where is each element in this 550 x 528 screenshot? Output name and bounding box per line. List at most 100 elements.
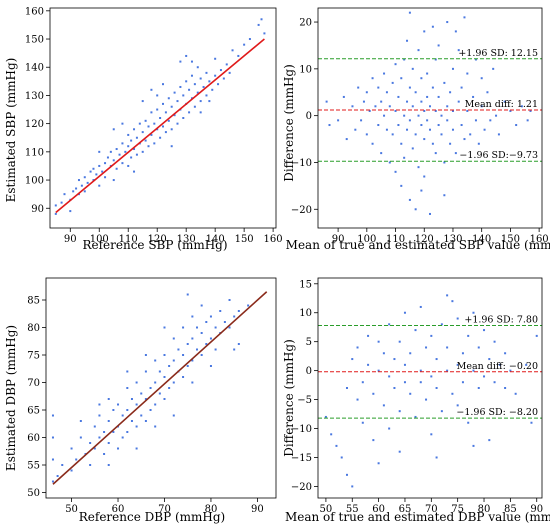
data-point (409, 352, 412, 355)
data-point (430, 433, 433, 436)
data-point (158, 370, 161, 373)
data-point (480, 105, 483, 108)
regression-line (52, 291, 268, 485)
data-point (456, 317, 459, 320)
data-point (92, 167, 95, 170)
data-point (159, 117, 162, 119)
y-tick-label: 75 (27, 351, 40, 362)
data-point (429, 105, 431, 108)
data-point (135, 136, 138, 139)
y-tick-label: 0 (306, 366, 312, 377)
x-tick-label: 140 (472, 234, 491, 245)
x-tick-label: 90 (64, 234, 77, 245)
data-point (385, 91, 388, 94)
data-point (361, 381, 364, 384)
data-point (121, 414, 124, 417)
plot-area (318, 294, 542, 488)
reference-line-label: +1.96 SD: 7.80 (464, 314, 538, 325)
data-point (170, 128, 173, 131)
data-point (430, 375, 433, 378)
x-tick-label: 60 (372, 504, 385, 515)
data-point (72, 190, 75, 193)
data-point (498, 363, 501, 366)
data-point (193, 83, 196, 86)
data-point (403, 363, 406, 366)
data-point (135, 403, 138, 406)
data-point (382, 404, 385, 407)
data-point (164, 131, 167, 134)
data-point (104, 176, 107, 179)
data-point (112, 409, 115, 411)
data-point (98, 414, 101, 417)
x-tick-label: 65 (399, 504, 412, 515)
x-tick-label: 160 (264, 234, 283, 245)
data-point (172, 337, 175, 340)
data-point (419, 305, 422, 308)
data-point (457, 100, 460, 103)
data-point (466, 72, 469, 75)
y-tick-label: 140 (25, 63, 44, 74)
data-point (495, 114, 498, 117)
panel-sbp-bland-altman-xlabel: Mean of true and estimated SBP value (mm… (286, 238, 550, 252)
data-point (98, 150, 101, 153)
data-point (435, 358, 438, 361)
data-point (514, 392, 517, 395)
data-point (107, 464, 110, 466)
data-point (362, 100, 365, 103)
data-point (504, 387, 507, 389)
data-point (526, 119, 529, 122)
data-point (368, 109, 371, 112)
data-point (133, 170, 136, 173)
data-point (219, 310, 222, 312)
data-point (156, 94, 159, 97)
data-point (454, 30, 457, 33)
data-point (446, 294, 449, 297)
y-tick-label: −10 (291, 424, 312, 435)
data-point (51, 480, 54, 483)
data-point (130, 398, 133, 400)
data-point (434, 58, 437, 61)
y-tick-label: 80 (27, 323, 40, 334)
data-point (431, 142, 434, 145)
data-point (144, 370, 147, 373)
data-point (211, 88, 214, 91)
data-point (466, 109, 469, 112)
y-tick-label: 90 (31, 204, 44, 215)
data-point (243, 43, 246, 46)
data-point (179, 60, 182, 63)
data-point (456, 363, 459, 366)
data-point (154, 425, 157, 428)
data-point (141, 131, 144, 134)
panel-dbp-scatter-ylabel: Estimated DBP (mmHg) (4, 325, 18, 471)
data-point (406, 128, 409, 131)
panel-dbp-scatter-xlabel: Reference DBP (mmHg) (79, 510, 225, 524)
data-point (400, 77, 403, 80)
data-point (231, 49, 234, 52)
data-point (388, 375, 391, 378)
data-point (98, 164, 101, 167)
data-point (426, 95, 429, 98)
plot-area (318, 11, 542, 215)
data-point (150, 111, 153, 114)
data-point (217, 83, 220, 86)
x-tick-label: 90 (530, 504, 543, 515)
data-point (446, 369, 449, 372)
data-point (158, 392, 161, 395)
y-tick-label: −5 (297, 395, 312, 406)
data-point (411, 67, 414, 70)
data-point (147, 125, 150, 128)
data-point (83, 190, 86, 193)
data-point (340, 456, 343, 459)
data-point (186, 293, 189, 296)
x-tick-label: 110 (119, 234, 138, 245)
data-point (463, 138, 466, 141)
y-tick-label: 130 (25, 91, 44, 102)
data-point (382, 352, 385, 355)
y-tick-label: 50 (27, 488, 40, 499)
plot-frame (49, 7, 277, 229)
data-point (69, 210, 72, 213)
data-point (417, 166, 420, 169)
data-point (398, 410, 401, 413)
data-point (51, 414, 54, 417)
